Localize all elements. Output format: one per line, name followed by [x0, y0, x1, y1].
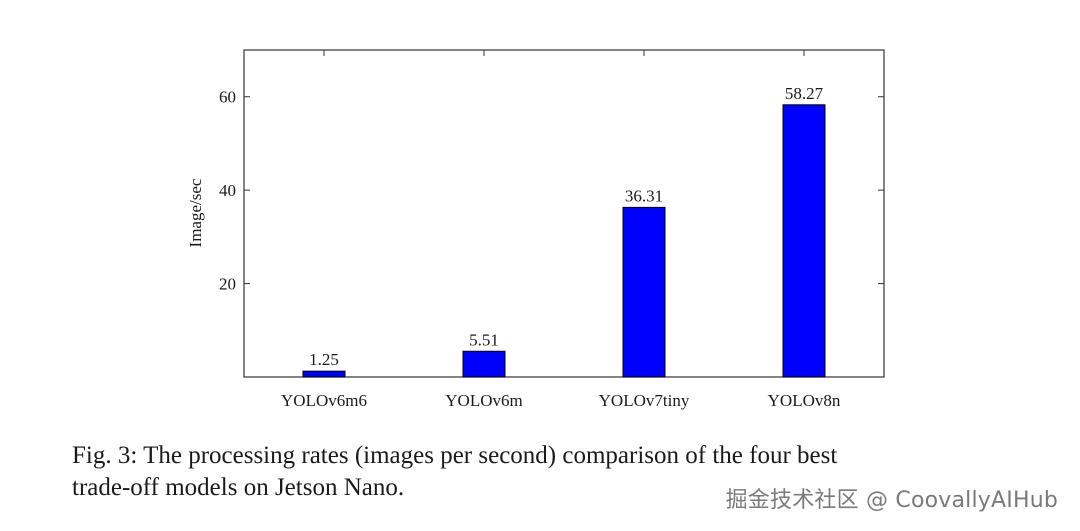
figure-caption: Fig. 3: The processing rates (images per… [72, 440, 1002, 504]
y-tick-label: 20 [219, 275, 236, 294]
bar-value-label: 58.27 [785, 84, 824, 103]
data-labels: 1.25 5.51 36.31 58.27 [309, 84, 824, 369]
bar-value-label: 36.31 [625, 186, 663, 205]
x-tick-label: YOLOv6m [445, 391, 522, 410]
bar [622, 206, 666, 378]
bar [302, 370, 346, 378]
caption-line-1: Fig. 3: The processing rates (images per… [72, 442, 838, 469]
bar-value-label: 1.25 [309, 350, 339, 369]
x-tick-label: YOLOv6m6 [281, 391, 367, 410]
x-axis-ticks: YOLOv6m6 YOLOv6m YOLOv7tiny YOLOv8n [281, 50, 841, 410]
x-tick-label: YOLOv8n [768, 391, 841, 410]
y-tick-label: 60 [219, 88, 236, 107]
bar [462, 350, 506, 378]
bar [782, 104, 826, 378]
bar-value-label: 5.51 [469, 330, 499, 349]
plot-frame [243, 49, 885, 378]
y-axis-ticks: 20 40 60 [219, 88, 884, 294]
bar-series [302, 104, 826, 378]
y-axis-label: Image/sec [186, 178, 205, 247]
x-tick-label: YOLOv7tiny [599, 391, 690, 410]
watermark: 掘金技术社区 @ CoovallyAIHub [725, 488, 1058, 513]
y-tick-label: 40 [219, 181, 236, 200]
caption-line-2: trade-off models on Jetson Nano. [72, 474, 405, 501]
